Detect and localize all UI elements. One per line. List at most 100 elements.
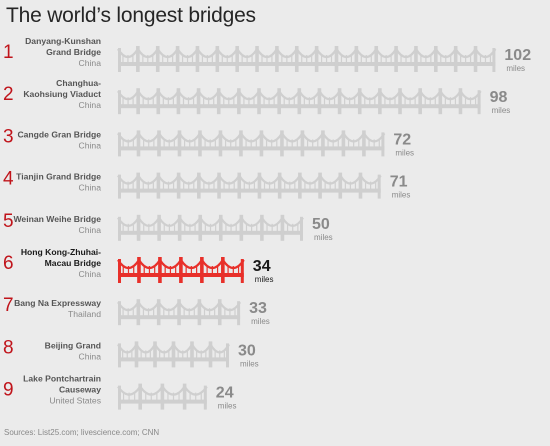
bridge-hanger: [370, 55, 372, 63]
value-label: 72: [393, 131, 411, 148]
bridge-hanger: [274, 181, 276, 190]
bridge-hanger: [122, 97, 124, 106]
bridge-hanger: [134, 392, 136, 401]
bridge-hanger: [378, 139, 380, 148]
bridge-hanger: [235, 139, 237, 148]
rank-number: 1: [3, 42, 14, 63]
bridge-tower: [453, 46, 458, 72]
bridge-hanger: [340, 55, 343, 63]
bridge-hanger: [284, 181, 286, 190]
bridge-hanger: [122, 392, 125, 401]
bridge-tower: [155, 46, 160, 72]
value-label: 33: [249, 300, 267, 317]
bridge-hanger: [394, 97, 396, 106]
bridge-hanger: [230, 139, 232, 148]
bridge-hanger: [330, 55, 333, 63]
bridge-hanger: [225, 223, 227, 232]
bridge-hanger: [147, 181, 149, 190]
bridge-name: Macau Bridge: [45, 258, 102, 268]
bridge-hanger: [200, 350, 202, 359]
bridge-hanger: [226, 55, 228, 63]
bridge-hanger: [190, 266, 192, 274]
rank-number: 5: [3, 211, 14, 232]
bridge-hanger: [420, 55, 422, 63]
bridge-hanger: [195, 392, 197, 401]
bridge-hanger: [271, 139, 273, 148]
bridge-hanger: [196, 350, 198, 359]
bridge-tower: [277, 172, 282, 199]
bridge-hanger: [167, 392, 169, 401]
bridge-hanger: [306, 139, 309, 148]
bridge-hanger: [373, 139, 375, 148]
bridge-hanger: [189, 223, 191, 232]
bridge-hanger: [132, 223, 135, 232]
bridge-tower: [176, 172, 181, 199]
bridge-hanger: [162, 55, 164, 63]
bridge-hanger: [234, 308, 236, 317]
bridge-tower: [218, 214, 223, 241]
bridge-hanger: [283, 97, 285, 106]
bridge-country: China: [79, 225, 102, 235]
bridge-hanger: [271, 55, 273, 63]
bridge-tower: [362, 130, 366, 157]
bridge-tower: [190, 341, 194, 368]
bridge-end-post: [118, 301, 121, 326]
bridge-tower: [341, 130, 346, 157]
bridge-hanger: [192, 97, 195, 106]
bridge-hanger: [167, 181, 170, 190]
bridge-hanger: [168, 139, 170, 148]
value-label: 50: [312, 216, 330, 233]
bridge-tower: [275, 46, 279, 72]
bridge-hanger: [187, 97, 190, 106]
bridge-hanger: [208, 97, 210, 106]
bridge-hanger: [328, 97, 331, 106]
bridge-hanger: [194, 139, 196, 148]
bridge-tower: [215, 46, 220, 72]
bridge-country: China: [79, 183, 102, 193]
bridge-end-post: [118, 48, 121, 72]
bridge-hanger: [206, 266, 208, 274]
bridge-tower: [171, 341, 176, 368]
bridge-hanger: [288, 97, 290, 106]
bridge-end-post: [203, 385, 207, 410]
bridge-deck: [118, 146, 385, 151]
bridge-tower: [208, 341, 213, 368]
bridge-hanger: [263, 181, 266, 190]
bridge-hanger: [182, 350, 184, 359]
bridge-hanger: [293, 97, 295, 106]
bridge-hanger: [268, 97, 270, 106]
bridge-hanger: [337, 139, 339, 148]
bridge-name: Grand Bridge: [46, 47, 101, 57]
bridge-hanger: [251, 223, 253, 232]
bridge-hanger: [147, 97, 149, 106]
bridge-name: Weinan Weihe Bridge: [13, 214, 101, 224]
bridge-hanger: [228, 181, 230, 190]
bridge-tower: [239, 130, 243, 157]
bridge-hanger: [444, 97, 446, 106]
bridge-end-post: [118, 385, 121, 410]
bridge-hanger: [306, 55, 308, 63]
bridge-hanger: [414, 97, 416, 106]
bridge-hanger: [142, 181, 144, 190]
bridge-hanger: [224, 139, 227, 148]
bridge-tower: [255, 46, 259, 72]
bridge-hanger: [122, 181, 124, 190]
bridge-tower: [177, 214, 182, 241]
bridge-tower: [438, 88, 443, 115]
bridge-hanger: [281, 55, 283, 63]
bridge-hanger: [182, 97, 185, 106]
rank-number: 9: [3, 380, 14, 401]
rank-number: 3: [3, 126, 14, 147]
bridge-hanger: [208, 181, 210, 190]
bridge-hanger: [273, 97, 275, 106]
bridge-hanger: [148, 139, 150, 148]
bridge-hanger: [235, 223, 237, 232]
bridge-hanger: [205, 350, 207, 359]
bridge-hanger: [172, 55, 174, 63]
bridge-hanger: [156, 392, 158, 401]
bridge-hanger: [209, 223, 212, 232]
bridge-hanger: [354, 181, 357, 190]
rank-number: 7: [3, 295, 14, 316]
bridge-hanger: [213, 181, 215, 190]
